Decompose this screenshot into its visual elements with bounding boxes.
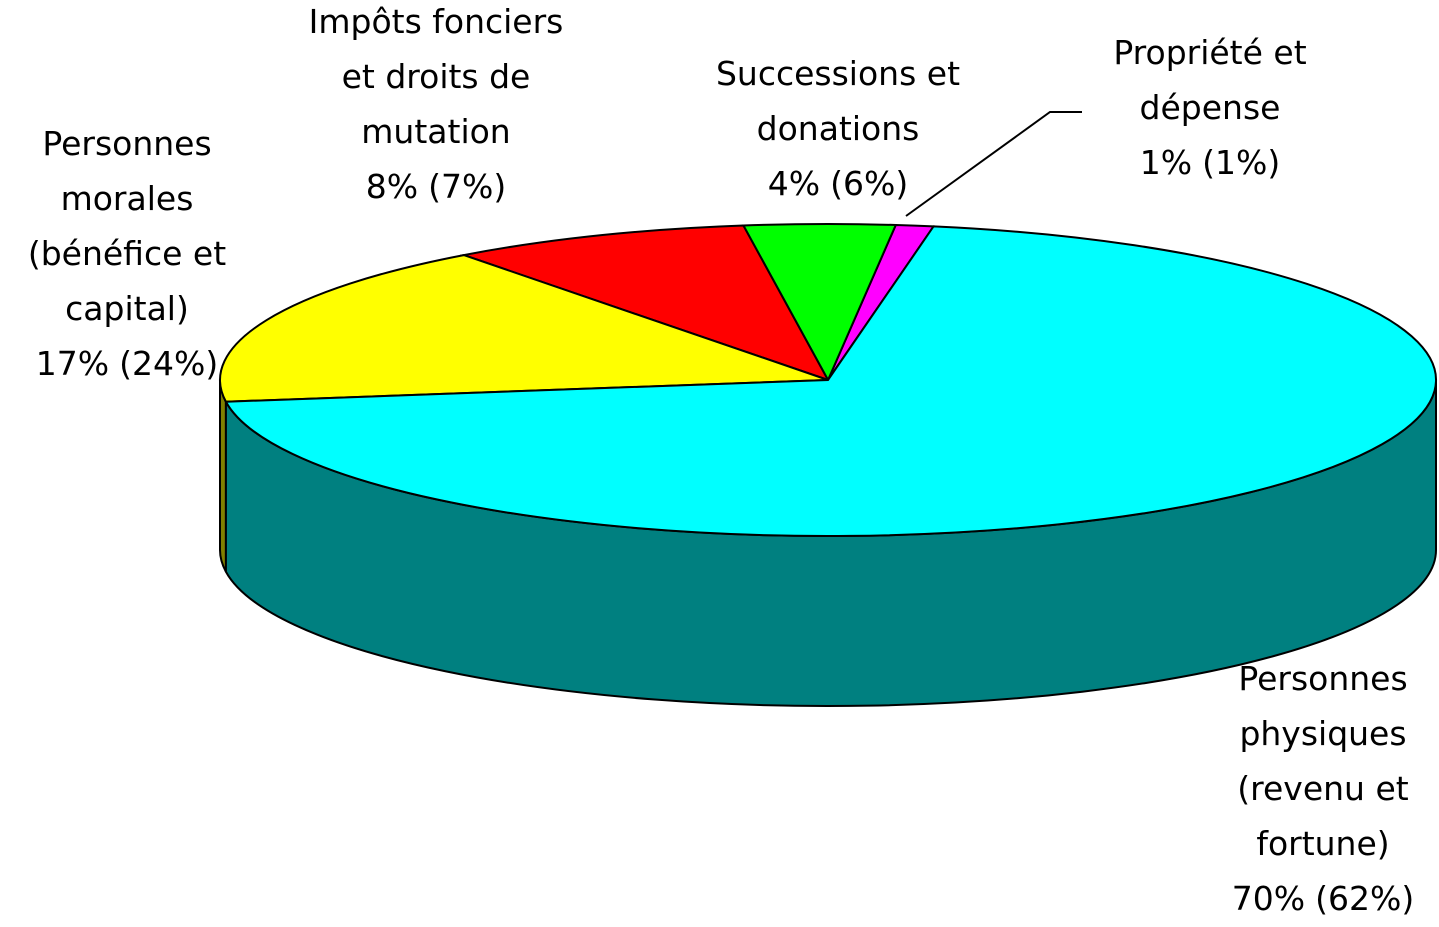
slice-label: (bénéfice et (28, 234, 226, 273)
value-current: 1% (1140, 143, 1192, 182)
slice-label: dépense (1140, 88, 1281, 127)
value-current: 4% (768, 164, 820, 203)
pie-tops (219, 223, 1437, 537)
value-current: 8% (366, 167, 418, 206)
pie-slice (459, 224, 831, 382)
slice-label: mutation (361, 112, 510, 151)
pie-slice (219, 254, 829, 403)
slice-label: Impôts fonciers (309, 2, 564, 41)
value-current: 70% (1232, 879, 1305, 918)
slice-label: capital) (65, 289, 189, 328)
slice-label: physiques (1239, 714, 1406, 753)
slice-label: fortune) (1256, 824, 1389, 863)
slice-label: et droits de (342, 57, 531, 96)
value-label: 4% (6%) (768, 164, 908, 203)
value-previous: (1%) (1202, 143, 1280, 182)
slice-label: Successions et (716, 54, 960, 93)
slice-label: donations (757, 109, 920, 148)
leader-line (905, 111, 1082, 217)
value-label: 1% (1%) (1140, 143, 1280, 182)
slice-label: (revenu et (1237, 769, 1408, 808)
value-label: 17% (24%) (36, 344, 218, 383)
slice-label: Personnes (1238, 659, 1407, 698)
value-previous: (7%) (428, 167, 506, 206)
value-current: 17% (36, 344, 109, 383)
pie-slice (224, 225, 1437, 537)
value-label: 70% (62%) (1232, 879, 1414, 918)
slice-label: Personnes (42, 124, 211, 163)
value-previous: (62%) (1315, 879, 1414, 918)
value-previous: (24%) (119, 344, 218, 383)
slice-label: morales (61, 179, 194, 218)
value-label: 8% (7%) (366, 167, 506, 206)
slice-label: Propriété et (1113, 33, 1306, 72)
value-previous: (6%) (830, 164, 908, 203)
